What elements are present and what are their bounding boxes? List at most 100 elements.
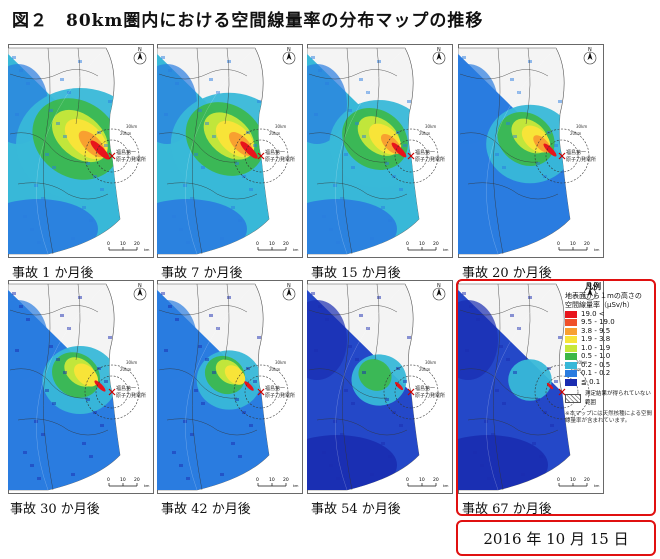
legend-entries: 19.0 <9.5 - 19.0 3.8 - 9.5 1.9 - 3.8 1.0 - … (565, 310, 655, 387)
legend-entry-label: ≦ 0.1 (581, 377, 601, 386)
panel-caption: 事故 20 か月後 (462, 266, 552, 281)
legend-entry-label: 0.2 - 0.5 (581, 360, 611, 369)
map-panel: 20km 30km 福島第一 原子力発電所 N 0 10 20 km (458, 44, 604, 258)
north-arrow-icon (282, 51, 296, 65)
legend-entry-label: 9.5 - 19.0 (581, 318, 615, 327)
legend-entry-label: 1.0 - 1.9 (581, 343, 611, 352)
north-arrow-icon (432, 51, 446, 65)
map-panel: 20km 30km 福島第一 原子力発電所 N 0 10 20 km (8, 44, 154, 258)
ring-30-label: 30km (425, 124, 436, 129)
svg-text:10: 10 (419, 241, 425, 247)
map-panel: 20km 30km 福島第一 原子力発電所 N 0 10 20 km (157, 44, 303, 258)
ring-20-label: 20km (120, 367, 131, 372)
ring-20-label: 20km (419, 367, 430, 372)
legend-entry-label: 0.1 - 0.2 (581, 369, 611, 378)
svg-text:10: 10 (570, 241, 576, 247)
plant-marker-icon (108, 152, 116, 160)
plant-label-line1: 福島第一 (116, 149, 136, 156)
north-label: N (138, 47, 142, 53)
legend-subtitle-line2: 空間線量率（μSv/h） (565, 301, 634, 309)
legend-swatch (565, 370, 577, 378)
ring-30-label: 30km (275, 360, 286, 365)
legend-entry-label: 0.5 - 1.0 (581, 352, 611, 361)
map-panel: 20km30kmN01020km (458, 280, 604, 494)
svg-text:20: 20 (433, 477, 439, 483)
svg-text:km: km (594, 484, 600, 488)
panel-caption: 事故 67 か月後 (462, 502, 552, 517)
legend-subtitle-line1: 地表面から１mの高さの (565, 292, 642, 300)
svg-text:km: km (144, 484, 150, 488)
hatch-label: 測定結果が得られていない範囲 (585, 390, 651, 406)
svg-text:0: 0 (107, 477, 110, 483)
legend: 凡例 地表面から１mの高さの 空間線量率（μSv/h） 19.0 <9.5 - … (565, 282, 655, 425)
legend-swatch (565, 344, 577, 352)
ring-30-label: 30km (576, 124, 587, 129)
legend-entry-label: 1.9 - 3.8 (581, 335, 611, 344)
panel-caption: 事故 1 か月後 (12, 266, 94, 281)
svg-text:10: 10 (419, 477, 425, 483)
plant-marker-icon (257, 388, 265, 396)
plant-label-line2: 原子力発電所 (265, 392, 295, 399)
ring-30-label: 30km (275, 124, 286, 129)
north-arrow-icon (583, 287, 597, 301)
svg-text:0: 0 (107, 241, 110, 247)
legend-entry-label: 3.8 - 9.5 (581, 326, 611, 335)
scale-bar (108, 483, 138, 487)
plant-label-line1: 福島第一 (265, 149, 285, 156)
svg-text:20: 20 (283, 241, 289, 247)
ring-30-label: 30km (425, 360, 436, 365)
svg-text:0: 0 (557, 241, 560, 247)
panel-caption: 事故 30 か月後 (10, 502, 100, 517)
scale-bar (558, 247, 588, 251)
svg-text:20: 20 (134, 241, 140, 247)
plant-marker-icon (407, 388, 415, 396)
ring-30-label: 30km (126, 124, 137, 129)
ring-20-label: 20km (269, 367, 280, 372)
svg-text:20: 20 (584, 477, 590, 483)
panel-caption: 事故 42 か月後 (161, 502, 251, 517)
svg-text:km: km (144, 248, 150, 252)
svg-text:0: 0 (406, 241, 409, 247)
legend-entry: 19.0 < (565, 310, 655, 319)
svg-text:km: km (443, 248, 449, 252)
scale-bar (257, 483, 287, 487)
north-label: N (287, 47, 291, 53)
radiation-map: 20km30kmN01020km (458, 280, 604, 494)
svg-text:20: 20 (134, 477, 140, 483)
ring-20-label: 20km (120, 131, 131, 136)
svg-text:km: km (443, 484, 449, 488)
date-box: 2016 年 10 月 15 日 (456, 520, 656, 556)
legend-swatch (565, 319, 577, 327)
svg-text:10: 10 (570, 477, 576, 483)
svg-text:20: 20 (283, 477, 289, 483)
plant-label-line2: 原子力発電所 (265, 156, 295, 163)
map-panel: 20km 30km 福島第一 原子力発電所 N 0 10 20 km (307, 280, 453, 494)
svg-text:0: 0 (557, 477, 560, 483)
date-label: 2016 年 10 月 15 日 (483, 529, 629, 548)
north-arrow-icon (432, 287, 446, 301)
plant-label-line1: 福島第一 (415, 149, 435, 156)
legend-highlight-box (456, 279, 656, 516)
svg-text:20: 20 (433, 241, 439, 247)
legend-entry: 0.1 - 0.2 (565, 369, 655, 379)
hatch-swatch (565, 394, 581, 403)
ring-30-label: 30km (126, 360, 137, 365)
plant-marker-icon (257, 152, 265, 160)
plant-label-line1: 福島第一 (265, 385, 285, 392)
svg-text:km: km (594, 248, 600, 252)
svg-text:10: 10 (269, 477, 275, 483)
north-arrow-icon (133, 287, 147, 301)
svg-text:10: 10 (269, 241, 275, 247)
scale-bar (407, 247, 437, 251)
legend-hatch-row: 測定結果が得られていない範囲 (565, 390, 655, 408)
map-panel: 20km 30km 福島第一 原子力発電所 N 0 10 20 km (307, 44, 453, 258)
north-label: N (138, 283, 142, 289)
legend-swatch (565, 327, 577, 335)
legend-entry: 1.0 - 1.9 (565, 344, 655, 353)
plant-marker-icon (558, 388, 566, 396)
